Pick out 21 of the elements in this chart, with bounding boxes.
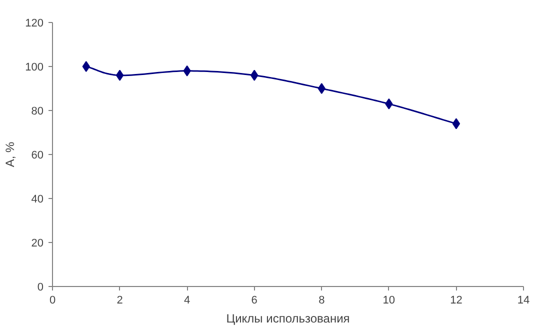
x-tick-label: 0 — [49, 294, 56, 306]
y-tick-label: 120 — [25, 18, 44, 30]
y-tick-label: 80 — [31, 106, 44, 118]
x-tick-label: 8 — [318, 294, 325, 306]
y-tick-label: 60 — [31, 150, 44, 162]
x-tick-label: 4 — [184, 294, 190, 306]
y-tick-label: 20 — [31, 238, 44, 250]
point — [82, 61, 90, 72]
y-axis-title: A, % — [3, 142, 18, 168]
y-tick-label: 100 — [25, 62, 44, 74]
x-tick-label: 10 — [382, 294, 396, 306]
x-tick-label: 2 — [116, 294, 123, 306]
x-tick-label: 6 — [251, 294, 258, 306]
point — [452, 118, 460, 130]
x-tick-label: 14 — [517, 294, 530, 306]
x-tick-label: 12 — [450, 294, 462, 306]
point — [318, 83, 326, 94]
y-tick-label: 0 — [37, 282, 44, 294]
point — [116, 70, 124, 81]
x-axis-title: Циклы использования — [226, 312, 350, 326]
y-tick-label: 40 — [31, 194, 44, 206]
